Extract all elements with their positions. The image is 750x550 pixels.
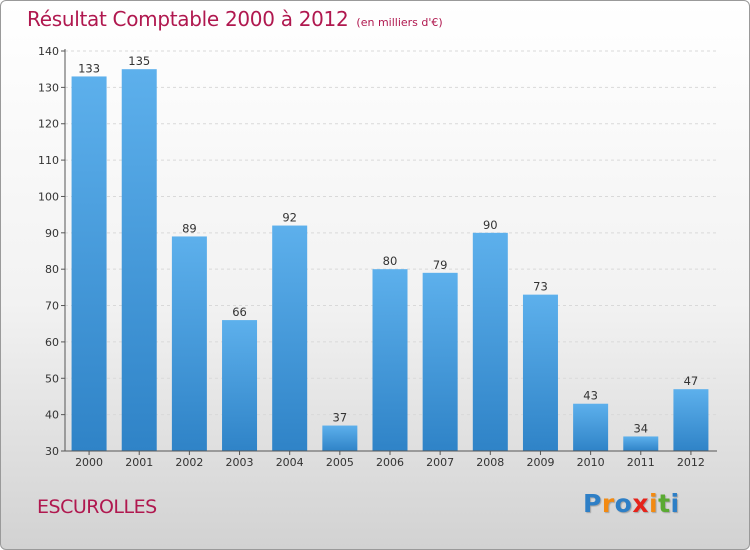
- bar: [422, 272, 458, 451]
- x-tick-label: 2012: [677, 456, 705, 469]
- title-text: Résultat Comptable 2000 à 2012: [27, 7, 349, 31]
- x-tick-label: 2005: [326, 456, 354, 469]
- y-tick-label: 40: [45, 409, 59, 422]
- axes-group: [61, 49, 717, 455]
- data-label: 47: [684, 374, 699, 388]
- data-label: 92: [282, 211, 297, 225]
- x-tick-label: 2008: [476, 456, 504, 469]
- x-tick-labels: 2000 2001 2002 2003 2004 2005 2006 2007 2008 2009…: [75, 456, 705, 469]
- logo-letter: r: [601, 489, 615, 518]
- bar: [573, 403, 609, 451]
- y-tick-label: 80: [45, 263, 59, 276]
- logo-letter: x: [632, 489, 649, 518]
- y-tick-labels: 30 40 50 60 70 80 90 100 110 120 130 140: [38, 45, 59, 458]
- x-tick-label: 2006: [376, 456, 404, 469]
- x-tick-label: 2010: [577, 456, 605, 469]
- x-tick-label: 2009: [526, 456, 554, 469]
- unit-note: (en milliers d'€): [356, 16, 443, 29]
- data-label: 80: [383, 254, 398, 268]
- bars-group: [71, 69, 709, 452]
- logo-letter: t: [658, 489, 671, 518]
- x-tick-label: 2007: [426, 456, 454, 469]
- y-tick-label: 60: [45, 336, 59, 349]
- y-tick-label: 100: [38, 190, 59, 203]
- bar: [71, 76, 107, 452]
- bar: [623, 436, 659, 451]
- data-label: 66: [232, 305, 247, 319]
- y-tick-label: 70: [45, 300, 59, 313]
- bar: [322, 425, 358, 451]
- bar: [673, 389, 709, 451]
- bar: [372, 269, 408, 451]
- data-label: 37: [333, 411, 348, 425]
- logo-letter: o: [614, 489, 633, 518]
- x-tick-label: 2003: [226, 456, 254, 469]
- x-tick-label: 2002: [175, 456, 203, 469]
- data-label: 73: [533, 280, 548, 294]
- bar: [272, 225, 308, 451]
- x-tick-label: 2011: [627, 456, 655, 469]
- bar: [222, 320, 258, 451]
- x-tick-label: 2001: [125, 456, 153, 469]
- logo-letter: i: [670, 489, 680, 518]
- data-label: 133: [78, 61, 100, 75]
- y-tick-label: 50: [45, 372, 59, 385]
- bar: [472, 232, 508, 451]
- x-tick-label: 2004: [276, 456, 304, 469]
- y-tick-label: 120: [38, 118, 59, 131]
- y-tick-label: 110: [38, 154, 59, 167]
- y-tick-label: 140: [38, 45, 59, 58]
- location-name: ESCUROLLES: [37, 496, 157, 518]
- logo-letter: P: [583, 489, 602, 518]
- y-tick-label: 90: [45, 227, 59, 240]
- data-label: 79: [433, 258, 448, 272]
- x-tick-label: 2000: [75, 456, 103, 469]
- chart-title: Résultat Comptable 2000 à 2012 (en millie…: [27, 7, 443, 31]
- y-tick-label: 130: [38, 81, 59, 94]
- bar: [171, 236, 207, 451]
- data-label: 90: [483, 218, 498, 232]
- data-labels: 133 135 89 66 92 37 80 79 90 73 43 34 47: [78, 54, 698, 435]
- logo-letter: i: [649, 489, 659, 518]
- data-label: 135: [128, 54, 150, 68]
- proxiti-logo[interactable]: Proxiti: [583, 489, 680, 518]
- data-label: 34: [633, 421, 648, 435]
- data-label: 89: [182, 221, 197, 235]
- bar: [522, 294, 558, 451]
- data-label: 43: [583, 389, 598, 403]
- y-tick-label: 30: [45, 445, 59, 458]
- bar: [121, 69, 157, 451]
